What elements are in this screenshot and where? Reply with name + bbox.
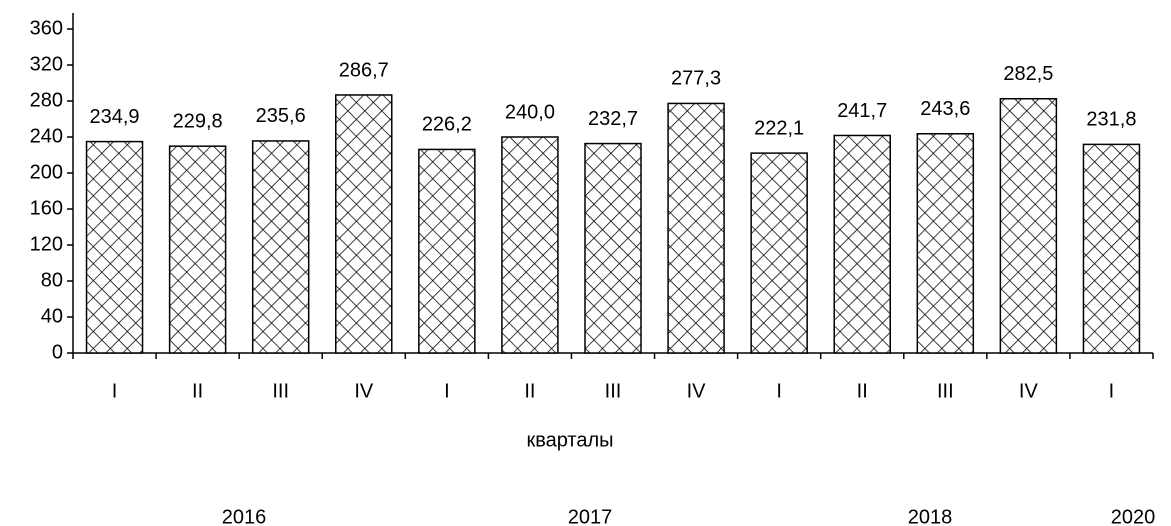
bar — [501, 136, 559, 354]
y-tick-label: 360 — [30, 17, 63, 39]
bar — [251, 140, 310, 354]
data-label: 243,6 — [920, 98, 970, 120]
bar — [916, 133, 975, 354]
data-label: 240,0 — [505, 101, 555, 123]
y-tick-label: 0 — [52, 341, 63, 363]
data-label: 222,1 — [754, 117, 804, 139]
bar — [833, 134, 891, 354]
data-label: 229,8 — [173, 110, 223, 132]
x-tick-label: III — [605, 380, 622, 402]
data-label: 286,7 — [339, 59, 389, 81]
bar — [667, 102, 725, 354]
y-tick-label: 160 — [30, 197, 63, 219]
y-tick-label: 40 — [41, 305, 63, 327]
x-tick-label: IV — [354, 380, 374, 402]
year-label: 2016 — [222, 506, 267, 526]
x-tick-label: I — [776, 380, 782, 402]
x-tick-label: III — [937, 380, 954, 402]
x-tick-label: IV — [1019, 380, 1039, 402]
y-tick-label: 120 — [30, 233, 63, 255]
bar — [335, 94, 393, 354]
bar — [750, 152, 808, 354]
x-tick-label: I — [112, 380, 118, 402]
data-label: 231,8 — [1086, 109, 1136, 131]
data-label: 235,6 — [256, 105, 306, 127]
data-label: 282,5 — [1003, 63, 1053, 85]
bar — [1082, 143, 1141, 354]
x-tick-label: I — [1109, 380, 1115, 402]
data-label: 277,3 — [671, 68, 721, 90]
x-tick-label: III — [272, 380, 289, 402]
bar — [85, 140, 144, 354]
year-label: 2017 — [568, 506, 613, 526]
bar — [168, 145, 227, 354]
year-label: 2018 — [908, 506, 953, 526]
bar — [418, 148, 476, 354]
x-tick-label: IV — [687, 380, 707, 402]
data-label: 241,7 — [837, 100, 887, 122]
y-tick-label: 320 — [30, 53, 63, 75]
y-tick-label: 200 — [30, 161, 63, 183]
y-tick-label: 240 — [30, 125, 63, 147]
data-label: 232,7 — [588, 108, 638, 130]
x-tick-label: II — [857, 380, 868, 402]
bar — [584, 142, 642, 354]
x-axis-title: кварталы — [526, 429, 613, 451]
data-label: 234,9 — [90, 106, 140, 128]
x-tick-label: II — [192, 380, 203, 402]
year-label: 2020 — [1111, 506, 1156, 526]
x-tick-label: II — [524, 380, 535, 402]
bar — [999, 98, 1058, 354]
x-tick-label: I — [444, 380, 450, 402]
y-tick-label: 280 — [30, 89, 63, 111]
data-label: 226,2 — [422, 114, 472, 136]
y-tick-label: 80 — [41, 269, 63, 291]
